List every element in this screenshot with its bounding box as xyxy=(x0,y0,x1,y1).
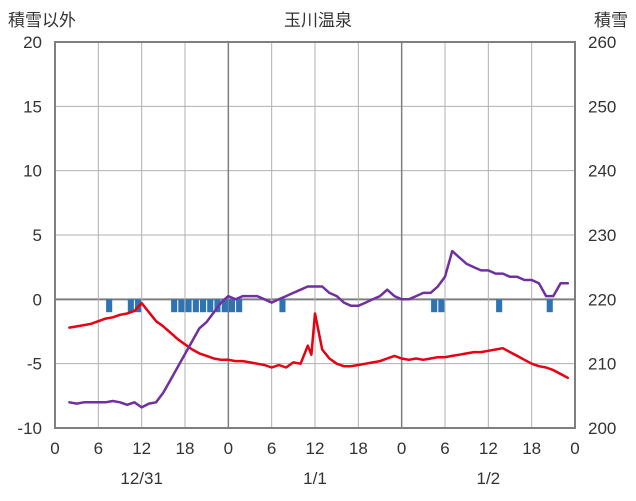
right-axis-tick-label: 240 xyxy=(588,162,616,181)
left-axis-tick-label: 20 xyxy=(23,33,42,52)
blue-bars-bar xyxy=(171,299,178,313)
x-axis-tick-label: 18 xyxy=(522,439,541,458)
blue-bars-bar xyxy=(207,299,214,313)
left-axis-tick-label: -10 xyxy=(17,419,42,438)
x-axis-tick-label: 0 xyxy=(570,439,579,458)
chart-title: 玉川温泉 xyxy=(284,11,352,30)
blue-bars-bar xyxy=(546,299,553,313)
right-axis-tick-label: 260 xyxy=(588,33,616,52)
right-axis-tick-label: 250 xyxy=(588,97,616,116)
x-axis-tick-label: 18 xyxy=(176,439,195,458)
right-axis-title: 積雪 xyxy=(594,11,628,30)
x-axis-tick-label: 6 xyxy=(94,439,103,458)
red-line xyxy=(68,301,570,380)
blue-bars-bar xyxy=(106,299,113,313)
x-axis-tick-label: 12 xyxy=(132,439,151,458)
x-axis-tick-label: 6 xyxy=(440,439,449,458)
right-axis-tick-label: 210 xyxy=(588,355,616,374)
left-axis-tick-label: 0 xyxy=(33,290,42,309)
left-axis-tick-label: -5 xyxy=(27,355,42,374)
x-axis-tick-label: 12 xyxy=(479,439,498,458)
x-axis-tick-label: 0 xyxy=(224,439,233,458)
blue-bars-bar xyxy=(228,299,235,313)
blue-bars-bar xyxy=(496,299,503,313)
blue-bars-bar xyxy=(192,299,199,313)
left-axis-tick-label: 15 xyxy=(23,97,42,116)
purple-line xyxy=(68,249,570,409)
date-label: 1/2 xyxy=(477,469,501,488)
blue-bars-bar xyxy=(431,299,438,313)
x-axis-tick-label: 12 xyxy=(306,439,325,458)
blue-bars-bar xyxy=(236,299,243,313)
right-axis-tick-label: 220 xyxy=(588,290,616,309)
blue-bars-bar xyxy=(178,299,185,313)
x-axis-tick-label: 6 xyxy=(267,439,276,458)
left-axis-title: 積雪以外 xyxy=(8,11,76,30)
x-axis-tick-label: 18 xyxy=(349,439,368,458)
left-axis-tick-label: 10 xyxy=(23,162,42,181)
blue-bars-bar xyxy=(279,299,286,313)
x-axis-tick-label: 0 xyxy=(397,439,406,458)
blue-bars-bar xyxy=(221,299,228,313)
date-label: 12/31 xyxy=(120,469,163,488)
right-axis-tick-label: 200 xyxy=(588,419,616,438)
blue-bars-bar xyxy=(438,299,445,313)
blue-bars-bar xyxy=(127,299,134,313)
left-axis-tick-label: 5 xyxy=(33,226,42,245)
right-axis-tick-label: 230 xyxy=(588,226,616,245)
blue-bars-bar xyxy=(200,299,207,313)
blue-bars-bar xyxy=(185,299,192,313)
plot-frame xyxy=(54,41,576,429)
x-axis-tick-label: 0 xyxy=(50,439,59,458)
date-label: 1/1 xyxy=(303,469,327,488)
